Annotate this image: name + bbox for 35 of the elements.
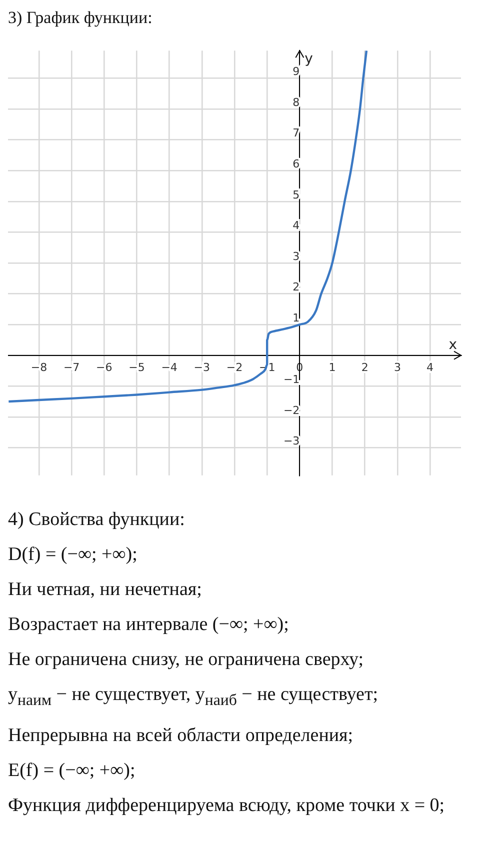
- y-tick-label: −1: [283, 372, 300, 386]
- y-tick-label: 9: [292, 65, 300, 78]
- y-tick-label: 4: [292, 219, 300, 232]
- x-tick-label: 3: [394, 360, 401, 374]
- x-tick-label: −6: [96, 360, 112, 374]
- y-tick-label: 6: [292, 158, 300, 171]
- text: Возрастает на интервале (−∞; +∞);: [8, 613, 290, 637]
- x-tick-label: −5: [128, 360, 145, 374]
- text: y$_{наим}$ − не существует, y$_{наиб}$ − не существует;: [8, 683, 380, 711]
- x-tick-label: 1: [328, 360, 336, 374]
- y-tick-label: 5: [292, 188, 300, 202]
- text: Функция дифференцируема всюду, кроме точки x = 0;: [8, 794, 446, 818]
- text: E(f) = (−∞; +∞);: [8, 758, 136, 783]
- y-axis-title: y: [304, 51, 313, 68]
- x-tick-label: 2: [361, 360, 368, 374]
- text: Ни четная, ни нечетная;: [8, 578, 203, 602]
- y-tick-label: 1: [292, 311, 300, 324]
- y-tick-label: 3: [292, 250, 300, 263]
- y-tick-label: −3: [283, 434, 300, 448]
- x-tick-label: −4: [161, 360, 178, 374]
- y-tick-label: −2: [283, 404, 300, 417]
- chart-title: 3) График функции:: [8, 8, 154, 28]
- x-tick-label: −8: [30, 360, 48, 374]
- y-tick-label: 2: [292, 280, 300, 294]
- text: Непрерывна на всей области определения;: [8, 724, 354, 748]
- y-tick-label: 8: [292, 96, 300, 109]
- y-tick-label: 7: [292, 126, 300, 140]
- x-tick-label: −2: [226, 360, 243, 374]
- x-axis-title: x: [448, 336, 457, 353]
- text: 4) Свойства функции:: [8, 508, 186, 532]
- x-tick-label: 4: [426, 360, 434, 374]
- x-tick-label: −3: [194, 360, 210, 374]
- text: D(f) = (−∞; +∞);: [8, 543, 138, 567]
- x-tick-label: −7: [63, 360, 80, 374]
- text: Не ограничена снизу, не ограничена сверху;: [8, 648, 365, 672]
